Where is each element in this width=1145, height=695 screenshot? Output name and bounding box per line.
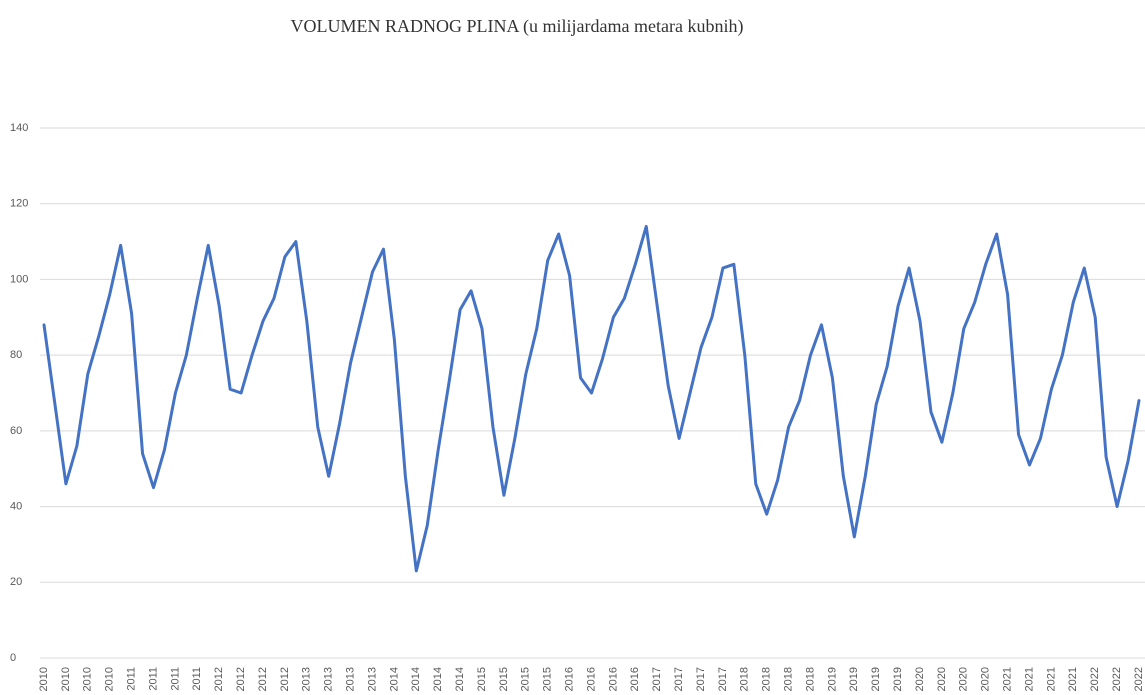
x-tick-label: 2020: [936, 667, 948, 691]
x-tick-label: 2011: [147, 667, 159, 691]
x-tick-label: 2011: [126, 667, 138, 691]
y-tick-label: 80: [10, 349, 22, 361]
x-tick-label: 2010: [104, 667, 116, 691]
y-tick-label: 20: [10, 576, 22, 588]
chart-title: VOLUMEN RADNOG PLINA (u milijardama meta…: [291, 16, 744, 37]
x-tick-label: 2015: [498, 667, 510, 691]
x-tick-label: 2021: [1067, 667, 1079, 691]
x-tick-label: 2022: [1133, 667, 1145, 691]
x-tick-label: 2012: [279, 667, 291, 691]
x-tick-label: 2018: [739, 667, 751, 691]
x-tick-label: 2018: [783, 667, 795, 691]
x-tick-label: 2014: [432, 667, 444, 691]
x-tick-label: 2020: [914, 667, 926, 691]
x-tick-label: 2012: [213, 667, 225, 691]
x-tick-label: 2010: [82, 667, 94, 691]
y-tick-label: 100: [10, 273, 28, 285]
x-tick-label: 2010: [38, 667, 50, 691]
x-tick-label: 2014: [410, 667, 422, 691]
x-tick-label: 2020: [958, 667, 970, 691]
x-tick-label: 2017: [651, 667, 663, 691]
x-tick-label: 2018: [761, 667, 773, 691]
x-tick-label: 2021: [1023, 667, 1035, 691]
x-tick-label: 2018: [804, 667, 816, 691]
x-tick-label: 2014: [454, 667, 466, 691]
x-tick-label: 2019: [892, 667, 904, 691]
x-tick-label: 2013: [345, 667, 357, 691]
x-tick-label: 2015: [520, 667, 532, 691]
data-line: [42, 224, 1141, 573]
y-tick-label: 140: [10, 122, 28, 134]
x-tick-label: 2017: [695, 667, 707, 691]
x-tick-label: 2021: [1045, 667, 1057, 691]
x-tick-label: 2016: [564, 667, 576, 691]
y-tick-label: 120: [10, 198, 28, 210]
x-tick-label: 2020: [980, 667, 992, 691]
x-tick-label: 2011: [191, 667, 203, 691]
x-tick-label: 2019: [870, 667, 882, 691]
x-tick-label: 2016: [607, 667, 619, 691]
x-tick-label: 2016: [585, 667, 597, 691]
x-tick-label: 2015: [476, 667, 488, 691]
y-tick-label: 40: [10, 500, 22, 512]
x-tick-label: 2013: [323, 667, 335, 691]
x-tick-label: 2019: [826, 667, 838, 691]
x-tick-label: 2013: [366, 667, 378, 691]
x-tick-label: 2012: [257, 667, 269, 691]
x-tick-label: 2016: [629, 667, 641, 691]
x-tick-label: 2011: [169, 667, 181, 691]
x-tick-label: 2019: [848, 667, 860, 691]
y-tick-label: 0: [10, 652, 16, 664]
x-tick-label: 2022: [1089, 667, 1101, 691]
x-tick-label: 2017: [717, 667, 729, 691]
x-tick-label: 2022: [1111, 667, 1123, 691]
y-tick-label: 60: [10, 425, 22, 437]
x-tick-label: 2021: [1002, 667, 1014, 691]
x-tick-label: 2012: [235, 667, 247, 691]
x-tick-label: 2015: [542, 667, 554, 691]
x-tick-label: 2014: [388, 667, 400, 691]
x-tick-label: 2017: [673, 667, 685, 691]
x-tick-label: 2010: [60, 667, 72, 691]
x-tick-label: 2013: [301, 667, 313, 691]
